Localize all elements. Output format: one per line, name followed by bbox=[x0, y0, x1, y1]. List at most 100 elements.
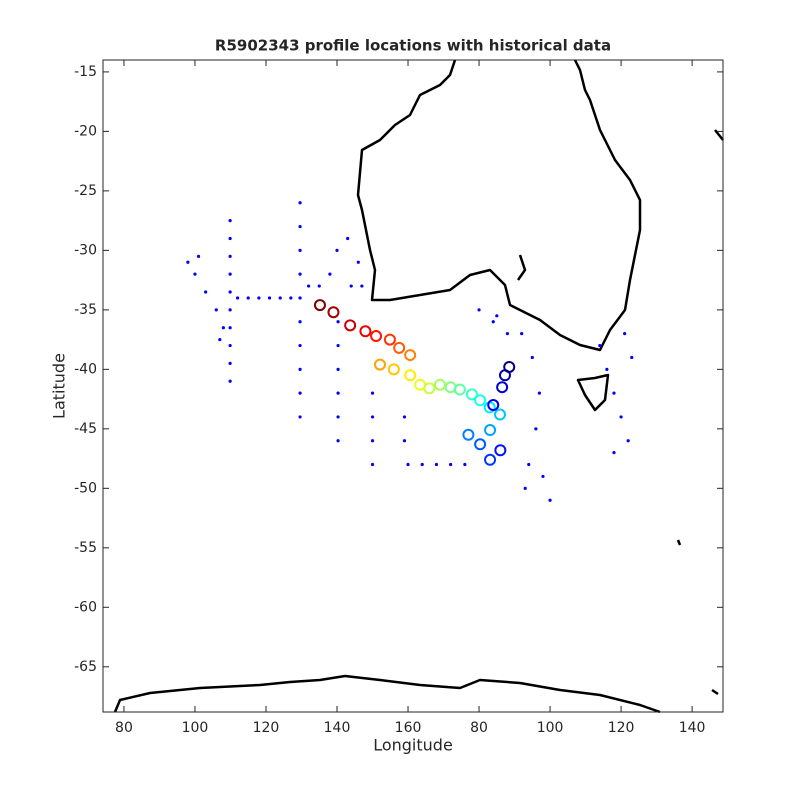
profile-point bbox=[465, 388, 478, 401]
profile-point bbox=[404, 349, 417, 362]
profile-point bbox=[327, 306, 340, 319]
historical-point bbox=[317, 284, 321, 288]
profile-point bbox=[474, 438, 487, 451]
historical-point bbox=[228, 290, 232, 294]
y-tick-label: -30 bbox=[74, 242, 97, 258]
marks bbox=[186, 201, 634, 502]
historical-point bbox=[463, 462, 467, 467]
x-tick-label: 100 bbox=[182, 720, 209, 736]
historical-point bbox=[360, 284, 364, 288]
profile-point bbox=[494, 444, 507, 457]
historical-point bbox=[328, 272, 332, 276]
historical-point bbox=[336, 391, 340, 395]
historical-point bbox=[228, 236, 232, 241]
profile-point bbox=[487, 399, 500, 412]
coast-island bbox=[711, 688, 719, 696]
historical-point bbox=[530, 355, 534, 360]
y-tick-label: -20 bbox=[74, 123, 97, 139]
historical-point bbox=[548, 498, 552, 502]
x-axis-label: Longitude bbox=[373, 736, 453, 755]
profile-point bbox=[313, 299, 326, 312]
x-tick-label: 80 bbox=[470, 720, 488, 736]
historical-point bbox=[336, 415, 340, 419]
historical-point bbox=[298, 367, 302, 371]
profile-point bbox=[474, 394, 487, 407]
profile-point bbox=[393, 341, 406, 354]
historical-point bbox=[257, 296, 261, 300]
historical-point bbox=[193, 272, 197, 276]
historical-point bbox=[534, 427, 538, 431]
historical-point bbox=[246, 296, 250, 300]
historical-point bbox=[214, 308, 218, 312]
profile-point bbox=[453, 383, 466, 396]
historical-point bbox=[520, 332, 524, 336]
y-tick-label: -40 bbox=[74, 361, 97, 377]
x-tick-label: 120 bbox=[608, 720, 635, 736]
historical-point bbox=[406, 462, 410, 467]
historical-point bbox=[612, 451, 616, 455]
historical-point bbox=[307, 284, 311, 288]
historical-point bbox=[298, 272, 302, 276]
historical-point bbox=[623, 332, 627, 336]
y-tick-label: -15 bbox=[74, 64, 97, 80]
profile-point bbox=[462, 428, 475, 441]
profile-point bbox=[359, 325, 372, 338]
historical-point bbox=[335, 248, 339, 252]
x-tick-label: 100 bbox=[537, 720, 564, 736]
historical-point bbox=[298, 415, 302, 419]
historical-point bbox=[370, 439, 375, 443]
historical-point bbox=[336, 439, 340, 443]
historical-point bbox=[420, 462, 424, 467]
historical-point bbox=[298, 320, 302, 324]
historical-point bbox=[221, 326, 225, 330]
historical-point bbox=[228, 361, 232, 365]
historical-point bbox=[370, 391, 375, 395]
x-tick-label: 120 bbox=[253, 720, 280, 736]
historical-point bbox=[477, 308, 481, 312]
historical-point bbox=[449, 462, 453, 467]
y-tick-label: -55 bbox=[74, 540, 97, 556]
historical-point bbox=[298, 296, 302, 300]
historical-point bbox=[218, 337, 222, 342]
historical-point bbox=[434, 462, 439, 467]
coast-antarctica bbox=[113, 674, 661, 714]
historical-point bbox=[204, 290, 208, 294]
historical-point bbox=[356, 260, 360, 264]
historical-point bbox=[298, 391, 302, 395]
chart-title: R5902343 profile locations with historic… bbox=[215, 37, 611, 55]
historical-point bbox=[495, 314, 499, 318]
x-tick-label: 140 bbox=[324, 720, 351, 736]
historical-point bbox=[336, 320, 340, 324]
historical-point bbox=[349, 284, 353, 288]
historical-point bbox=[228, 272, 232, 276]
profile-point bbox=[404, 369, 417, 382]
profile-point bbox=[370, 330, 383, 343]
profile-point bbox=[493, 408, 506, 421]
historical-point bbox=[402, 415, 407, 419]
historical-point bbox=[370, 462, 375, 467]
historical-point bbox=[228, 254, 232, 258]
historical-point bbox=[402, 439, 407, 443]
historical-point bbox=[196, 254, 201, 258]
profile-point bbox=[484, 424, 497, 437]
historical-point bbox=[505, 332, 510, 336]
historical-point bbox=[289, 296, 293, 300]
x-tick-label: 160 bbox=[395, 720, 422, 736]
historical-point bbox=[537, 391, 542, 395]
profile-point bbox=[496, 381, 509, 394]
historical-point bbox=[267, 296, 272, 300]
profile-point bbox=[433, 378, 446, 391]
coast-australia bbox=[356, 59, 642, 352]
x-tick-label: 140 bbox=[679, 720, 706, 736]
historical-point bbox=[336, 343, 340, 348]
historical-point bbox=[298, 224, 302, 229]
coast-island bbox=[714, 129, 724, 141]
historical-point bbox=[228, 219, 232, 223]
historical-point bbox=[298, 201, 302, 205]
y-tick-label: -65 bbox=[74, 659, 97, 675]
historical-point bbox=[491, 320, 495, 324]
axes-box bbox=[102, 59, 724, 713]
historical-point bbox=[298, 248, 302, 252]
historical-point bbox=[626, 439, 630, 443]
